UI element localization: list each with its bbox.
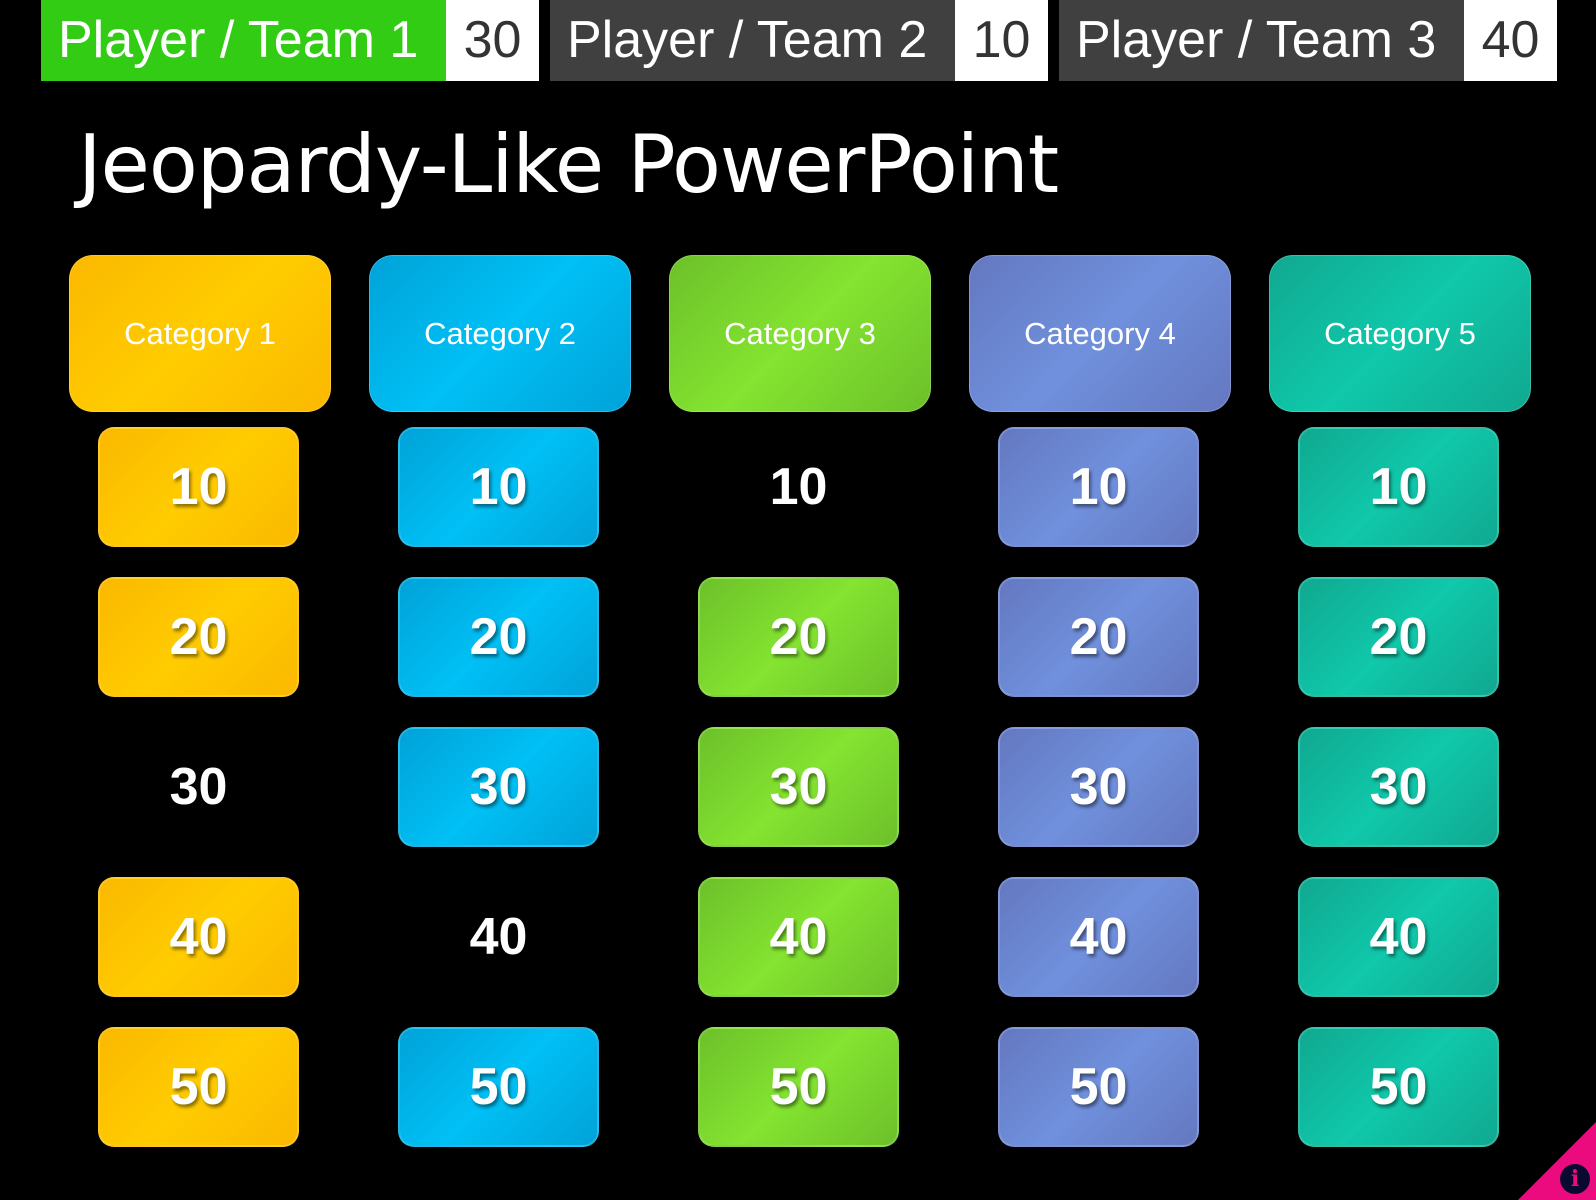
question-tile-4-30[interactable]: 30: [998, 727, 1199, 847]
question-tile-5-30[interactable]: 30: [1298, 727, 1499, 847]
category-header-5: Category 5: [1269, 255, 1531, 412]
question-tile-2-30[interactable]: 30: [398, 727, 599, 847]
question-tile-3-10[interactable]: 10: [698, 427, 899, 547]
question-tile-4-50[interactable]: 50: [998, 1027, 1199, 1147]
question-tile-2-20[interactable]: 20: [398, 577, 599, 697]
team-name[interactable]: Player / Team 2: [550, 0, 955, 81]
question-tile-5-40[interactable]: 40: [1298, 877, 1499, 997]
team-3-scoreboard: Player / Team 3 40: [1059, 0, 1557, 81]
team-score[interactable]: 30: [446, 0, 539, 81]
question-tile-2-40[interactable]: 40: [398, 877, 599, 997]
question-tile-4-40[interactable]: 40: [998, 877, 1199, 997]
question-tile-5-10[interactable]: 10: [1298, 427, 1499, 547]
team-name[interactable]: Player / Team 1: [41, 0, 446, 81]
category-header-2: Category 2: [369, 255, 631, 412]
team-score[interactable]: 10: [955, 0, 1048, 81]
question-tile-5-50[interactable]: 50: [1298, 1027, 1499, 1147]
question-tile-3-50[interactable]: 50: [698, 1027, 899, 1147]
question-tile-1-30[interactable]: 30: [98, 727, 299, 847]
question-tile-2-50[interactable]: 50: [398, 1027, 599, 1147]
question-tile-3-30[interactable]: 30: [698, 727, 899, 847]
team-2-scoreboard: Player / Team 2 10: [550, 0, 1048, 81]
question-tile-1-50[interactable]: 50: [98, 1027, 299, 1147]
category-header-4: Category 4: [969, 255, 1231, 412]
info-icon[interactable]: i: [1560, 1164, 1590, 1194]
team-name[interactable]: Player / Team 3: [1059, 0, 1464, 81]
question-tile-5-20[interactable]: 20: [1298, 577, 1499, 697]
question-tile-1-40[interactable]: 40: [98, 877, 299, 997]
category-header-3: Category 3: [669, 255, 931, 412]
question-tile-4-10[interactable]: 10: [998, 427, 1199, 547]
team-score[interactable]: 40: [1464, 0, 1557, 81]
team-1-scoreboard: Player / Team 1 30: [41, 0, 539, 81]
question-tile-3-20[interactable]: 20: [698, 577, 899, 697]
category-header-1: Category 1: [69, 255, 331, 412]
question-tile-3-40[interactable]: 40: [698, 877, 899, 997]
question-tile-1-20[interactable]: 20: [98, 577, 299, 697]
question-tile-4-20[interactable]: 20: [998, 577, 1199, 697]
page-title: Jeopardy-Like PowerPoint: [78, 118, 1059, 211]
question-tile-1-10[interactable]: 10: [98, 427, 299, 547]
question-tile-2-10[interactable]: 10: [398, 427, 599, 547]
